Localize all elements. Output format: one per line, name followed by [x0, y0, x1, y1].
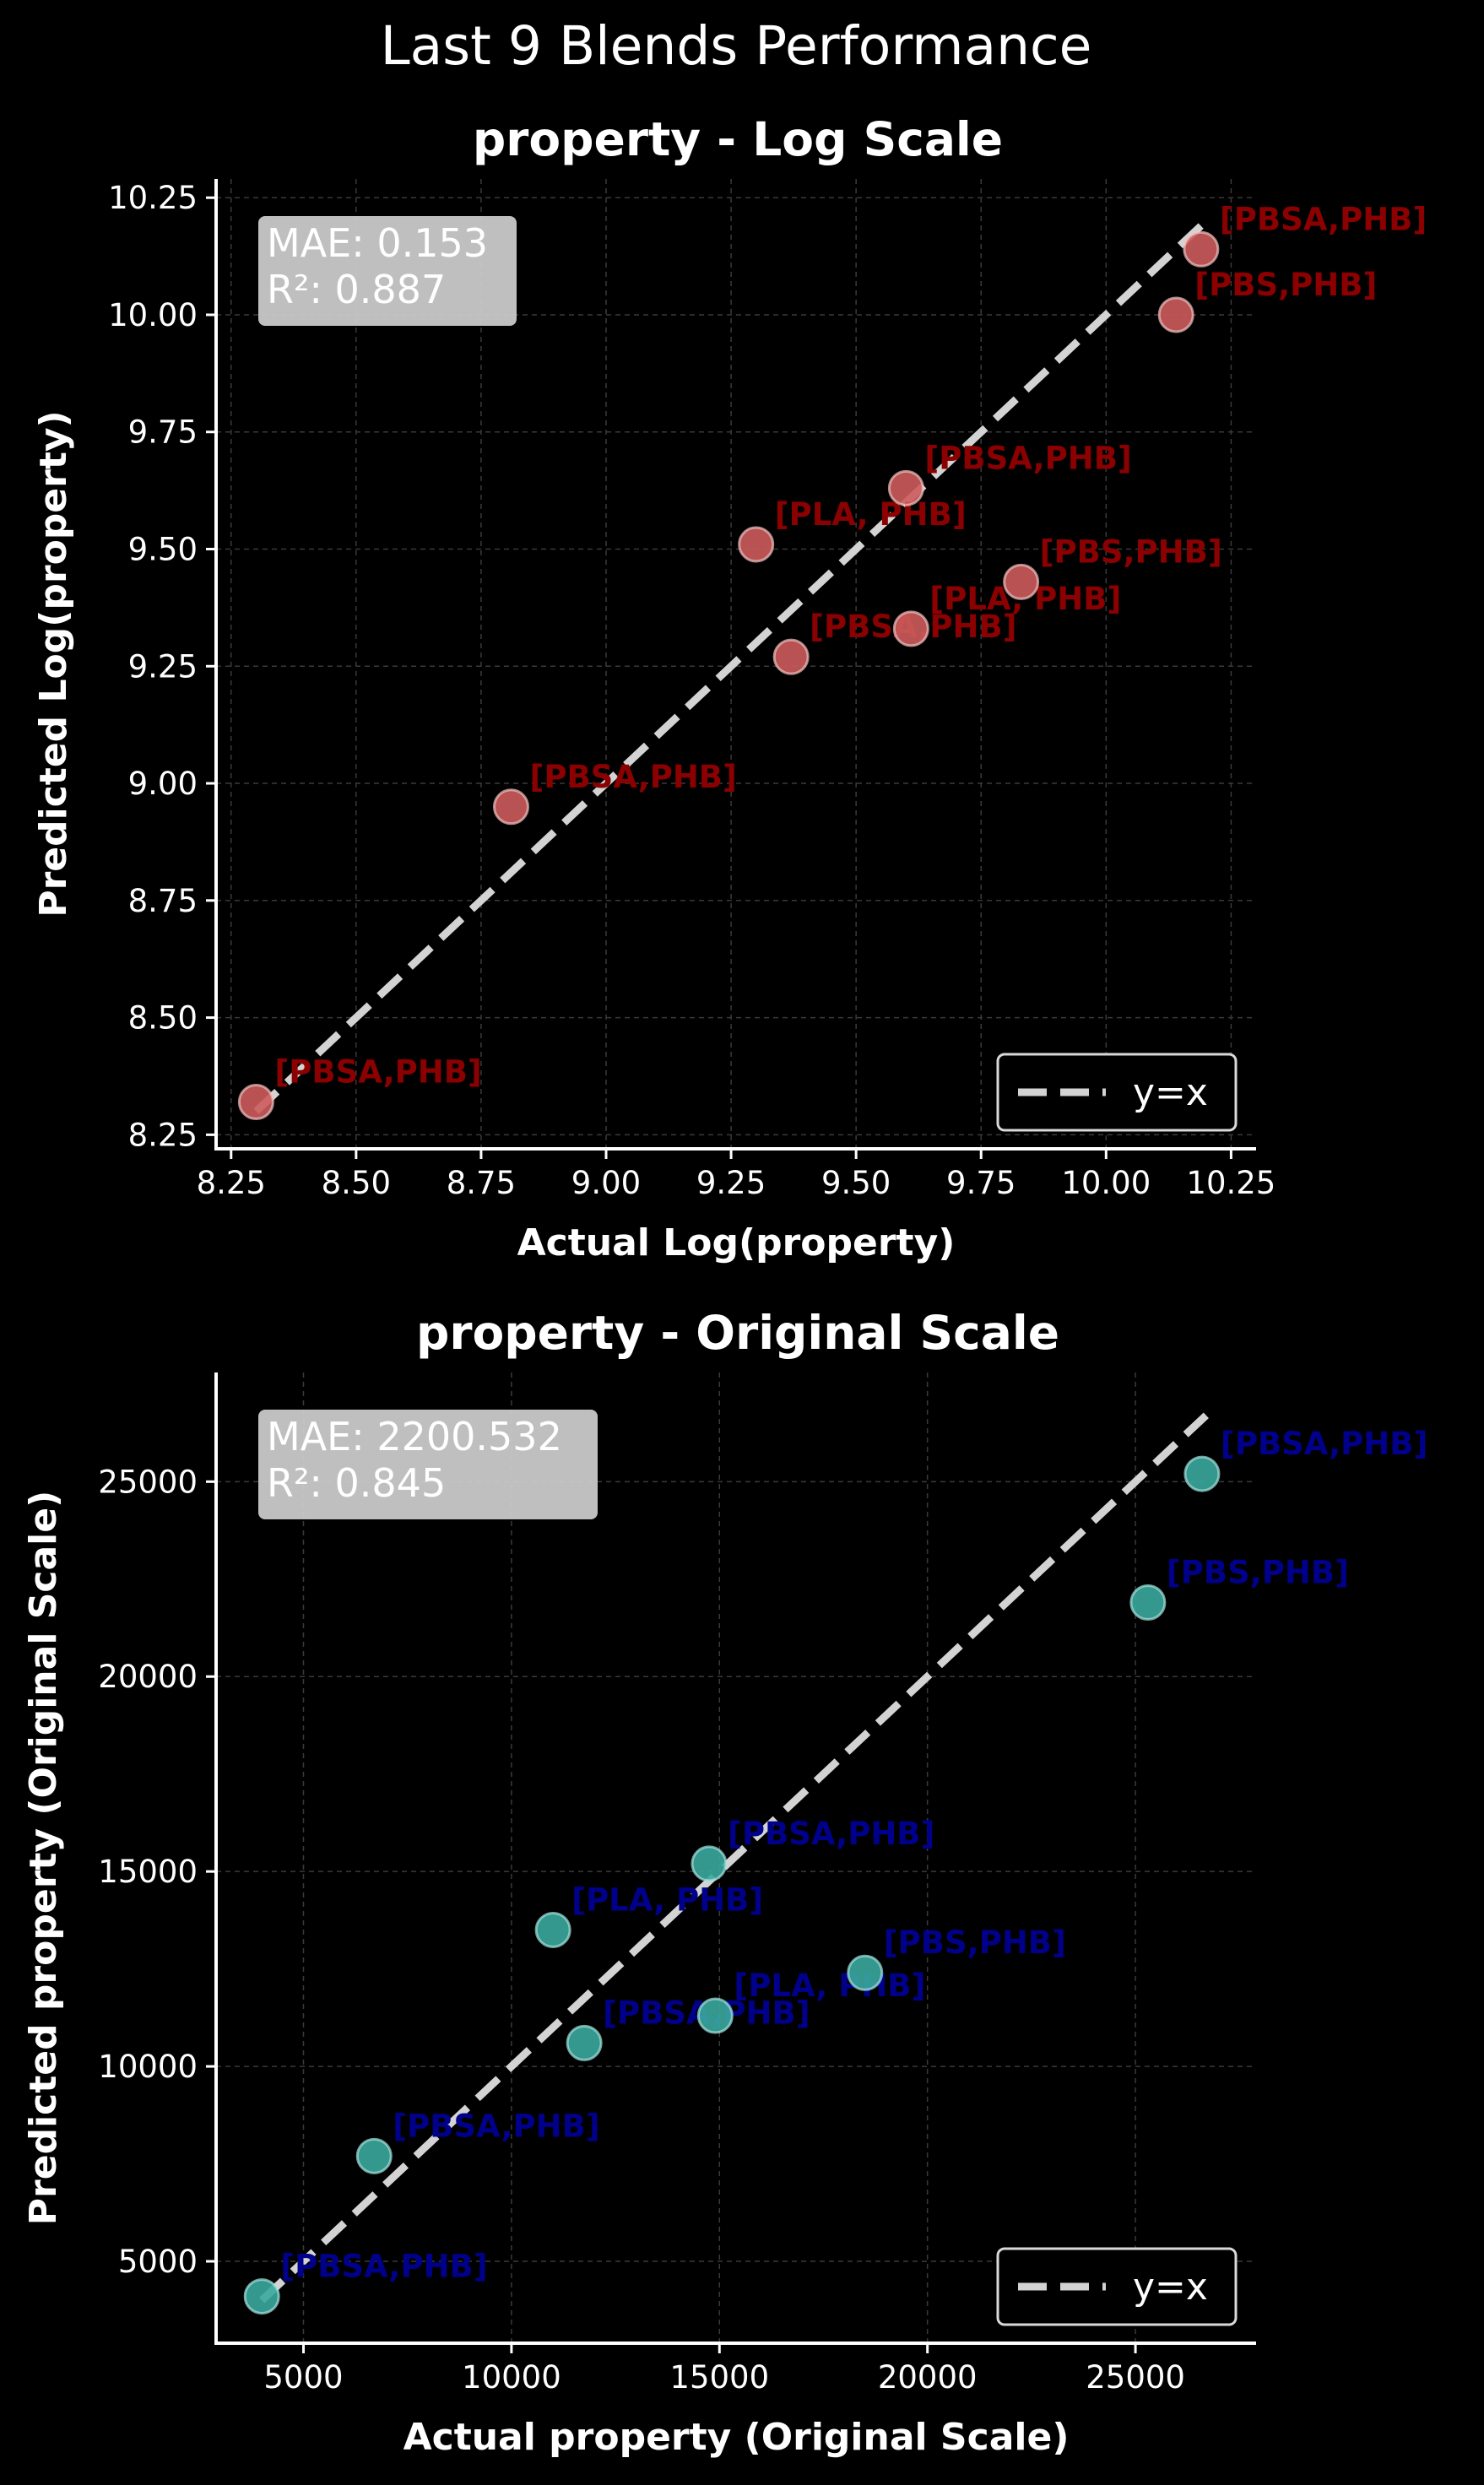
y-tick-label: 10.25: [108, 180, 198, 216]
data-point: [237, 1083, 274, 1120]
identity-line: [259, 1412, 1209, 2304]
x-tick-label: 8.75: [447, 1165, 516, 1201]
x-tick-label: 10.00: [1061, 1165, 1151, 1201]
data-point: [492, 788, 529, 826]
identity-line: [253, 223, 1204, 1114]
y-tick-label: 9.75: [128, 414, 198, 451]
point-label: [PBS,PHB]: [1167, 1554, 1349, 1590]
point-label: [PBSA,PHB]: [924, 440, 1131, 476]
x-tick-label: 9.50: [821, 1165, 891, 1201]
data-point: [566, 2024, 603, 2061]
data-point: [1129, 1584, 1167, 1621]
y-tick-label: 9.50: [128, 532, 198, 568]
point-label: [PBS,PHB]: [1040, 533, 1222, 570]
x-axis-title: Actual Log(property): [517, 1221, 956, 1264]
y-tick-label: 9.00: [128, 766, 198, 802]
data-point: [892, 610, 929, 647]
panel-title: property - Original Scale: [416, 1306, 1059, 1360]
legend-box: [996, 2247, 1238, 2326]
metrics-box: [258, 1410, 598, 1519]
point-label: [PLA, PHB]: [775, 496, 967, 533]
data-point: [1157, 296, 1194, 333]
legend-label: y=x: [1133, 2266, 1208, 2309]
point-label: [PBS,PHB]: [884, 1925, 1066, 1961]
x-tick-label: 10000: [462, 2359, 561, 2396]
x-tick-label: 25000: [1086, 2359, 1185, 2396]
point-label: [PBSA,PHB]: [1220, 201, 1427, 237]
legend-box: [996, 1053, 1238, 1132]
data-point: [772, 638, 810, 675]
y-tick-label: 8.25: [128, 1117, 198, 1153]
mae-metric: MAE: 2200.532: [267, 1414, 562, 1459]
r2-metric: R²: 0.887: [267, 267, 446, 312]
data-point: [534, 1911, 571, 1948]
y-tick-label: 25000: [98, 1464, 198, 1500]
y-tick-label: 10000: [98, 2049, 198, 2085]
y-tick-label: 5000: [118, 2244, 198, 2280]
data-point: [696, 1997, 734, 2034]
point-label: [PLA, PHB]: [571, 1881, 763, 1918]
data-point: [1183, 230, 1220, 268]
y-tick-label: 20000: [98, 1659, 198, 1695]
data-point: [887, 469, 924, 506]
x-tick-label: 8.25: [197, 1165, 266, 1201]
point-label: [PLA, PHB]: [734, 1968, 925, 2004]
x-tick-label: 9.25: [696, 1165, 766, 1201]
log-scale-panel: 8.25 8.50 8.75 9.00 9.25 9.50 9.75 10.00 10.25 8.…: [32, 112, 1427, 1264]
x-axis-title: Actual property (Original Scale): [403, 2416, 1070, 2459]
point-label: [PBSA,PHB]: [1221, 1426, 1427, 1462]
x-tick-label: 9.75: [946, 1165, 1016, 1201]
y-axis-title: Predicted property (Original Scale): [22, 1491, 65, 2225]
x-tick-label: 9.00: [571, 1165, 641, 1201]
data-point: [243, 2278, 280, 2315]
point-label: [PBSA,PHB]: [393, 2108, 599, 2144]
data-point: [847, 1954, 884, 1991]
x-tick-label: 10.25: [1186, 1165, 1275, 1201]
mae-metric: MAE: 0.153: [267, 220, 488, 266]
r2-metric: R²: 0.845: [267, 1460, 446, 1506]
panel-title: property - Log Scale: [473, 112, 1003, 166]
legend-label: y=x: [1133, 1071, 1208, 1114]
x-tick-label: 20000: [878, 2359, 978, 2396]
point-label: [PBSA,PHB]: [529, 759, 736, 795]
y-tick-label: 10.00: [108, 297, 198, 333]
y-tick-label: 8.50: [128, 1000, 198, 1037]
data-point: [1003, 563, 1040, 600]
metrics-box: [258, 216, 517, 326]
original-scale-panel: 5000 10000 15000 20000 25000 5000 10000 15000 20…: [22, 1306, 1427, 2459]
data-point: [1183, 1455, 1221, 1492]
y-tick-label: 9.25: [128, 648, 198, 685]
data-point: [691, 1845, 728, 1882]
data-point: [738, 526, 775, 563]
x-tick-label: 5000: [263, 2359, 343, 2396]
y-axis-title: Predicted Log(property): [32, 410, 75, 917]
point-label: [PBSA,PHB]: [274, 1053, 481, 1090]
figure-title: Last 9 Blends Performance: [381, 15, 1092, 77]
point-label: [PBS,PHB]: [1194, 267, 1377, 303]
y-tick-label: 15000: [98, 1854, 198, 1890]
point-label: [PBSA,PHB]: [728, 1816, 934, 1852]
point-label: [PBSA,PHB]: [280, 2249, 487, 2285]
x-tick-label: 8.50: [322, 1165, 391, 1201]
data-point: [355, 2137, 393, 2174]
x-tick-label: 15000: [669, 2359, 769, 2396]
y-tick-label: 8.75: [128, 883, 198, 919]
